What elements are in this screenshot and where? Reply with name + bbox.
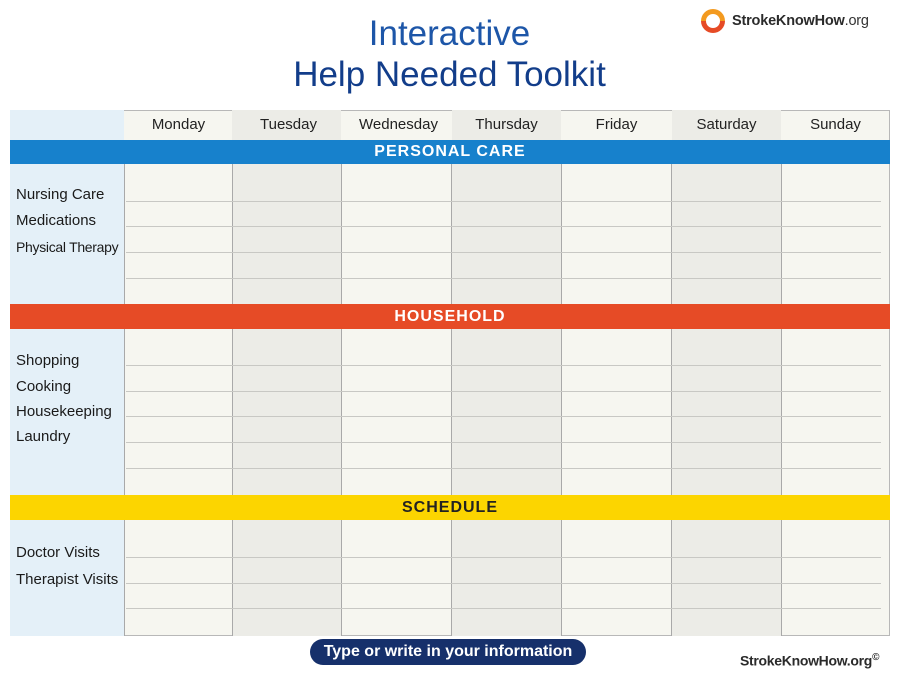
column-divider xyxy=(232,164,233,636)
row-label-column xyxy=(10,110,124,636)
row-line xyxy=(126,278,881,279)
site-logo[interactable]: StrokeKnowHow.org xyxy=(698,6,869,36)
row-line xyxy=(126,226,881,227)
row-line xyxy=(126,608,881,609)
row-label-therapist-visits: Therapist Visits xyxy=(16,571,119,588)
row-line xyxy=(126,252,881,253)
row-line xyxy=(126,201,881,202)
row-line xyxy=(126,442,881,443)
row-label-nursing-care: Nursing Care xyxy=(16,186,105,203)
day-header-tuesday: Tuesday xyxy=(260,116,317,133)
day-header-monday: Monday xyxy=(151,116,206,133)
row-line xyxy=(126,416,881,417)
row-label-medications: Medications xyxy=(16,212,97,229)
circular-arrows-icon xyxy=(701,9,725,33)
column-divider xyxy=(781,164,782,636)
day-header-saturday: Saturday xyxy=(696,116,757,133)
page-title-line2: Help Needed Toolkit xyxy=(293,55,606,94)
row-label-shopping: Shopping xyxy=(16,352,80,369)
column-divider xyxy=(451,164,452,636)
column-divider xyxy=(124,164,125,636)
column-divider xyxy=(671,164,672,636)
day-header-sunday: Sunday xyxy=(810,116,861,133)
page-title-line1: Interactive xyxy=(368,14,531,53)
row-label-cooking: Cooking xyxy=(16,378,72,395)
row-label-doctor-visits: Doctor Visits xyxy=(16,544,100,561)
section-header-personal-care: PERSONAL CARE xyxy=(10,140,890,164)
row-label-housekeeping: Housekeeping xyxy=(16,403,112,420)
row-line xyxy=(126,583,881,584)
row-line xyxy=(126,468,881,469)
section-header-schedule: SCHEDULE xyxy=(10,495,890,520)
column-divider xyxy=(341,164,342,636)
footer-site-link[interactable]: StrokeKnowHow.org© xyxy=(740,652,880,669)
day-header-friday: Friday xyxy=(595,116,638,133)
column-divider xyxy=(561,164,562,636)
row-label-physical-therapy: Physical Therapy xyxy=(16,239,119,255)
logo-text: StrokeKnowHow.org xyxy=(732,13,869,29)
row-line xyxy=(126,365,881,366)
day-header-wednesday: Wednesday xyxy=(359,116,438,133)
row-line xyxy=(126,391,881,392)
day-header-thursday: Thursday xyxy=(475,116,538,133)
type-or-write-button[interactable]: Type or write in your information xyxy=(310,639,586,665)
tuesday-column-shade xyxy=(232,110,341,636)
section-header-household: HOUSEHOLD xyxy=(10,304,890,329)
row-line xyxy=(126,557,881,558)
thursday-column-shade xyxy=(452,110,561,636)
row-label-laundry: Laundry xyxy=(16,428,71,445)
saturday-column-shade xyxy=(672,110,781,636)
